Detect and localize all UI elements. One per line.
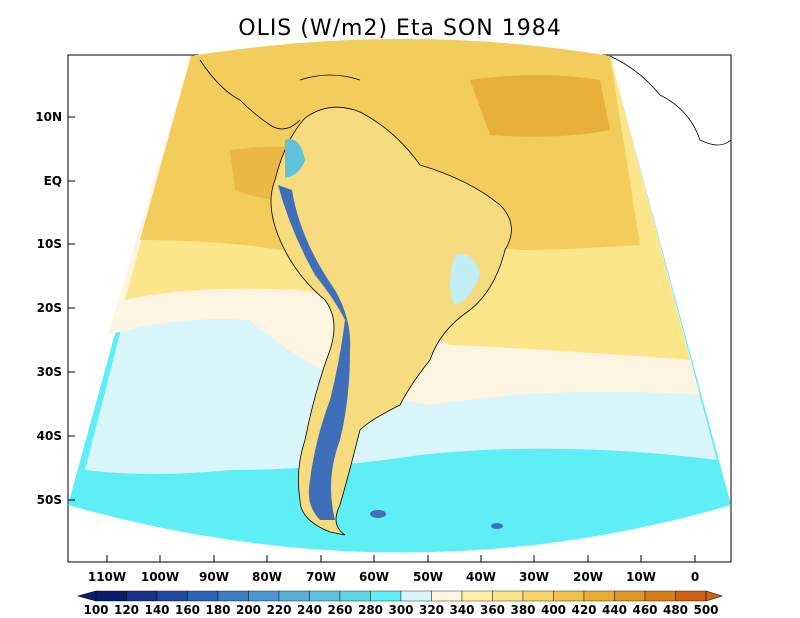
colorbar-label: 340: [449, 603, 474, 617]
lat-tick-label: 20S: [37, 301, 62, 315]
field-dark-orange-patch: [470, 75, 610, 137]
lon-tick-label: 110W: [88, 570, 126, 584]
andes-ridge: [278, 185, 351, 520]
lon-tick-label: 60W: [359, 570, 389, 584]
colorbar-swatch: [461, 590, 493, 602]
colorbar-label: 300: [388, 603, 413, 617]
colorbar-swatch: [431, 590, 463, 602]
lon-tick-label: 30W: [519, 570, 549, 584]
colorbar-swatch: [248, 590, 280, 602]
lon-tick-label: 50W: [413, 570, 443, 584]
longitude-axis: 110W 100W 90W 80W 70W 60W 50W 40W 30W 20W 10W 0: [88, 555, 699, 584]
africa-outline: [609, 55, 732, 146]
colorbar-label: 140: [144, 603, 169, 617]
outlines-other-land: [199, 55, 732, 146]
colorbar-swatch: [644, 590, 676, 602]
colorbar-label: 440: [602, 603, 627, 617]
map-title: OLIS (W/m2) Eta SON 1984: [238, 16, 562, 41]
caribbean-outline: [299, 74, 361, 81]
colorbar-left-arrow: [76, 590, 97, 602]
falkland-islands: [370, 510, 386, 518]
colorbar-swatch: [400, 590, 432, 602]
lat-tick-label: 10S: [37, 237, 62, 251]
colorbar-swatch: [553, 590, 585, 602]
colorbar-swatch: [126, 590, 158, 602]
lat-tick-label: 10N: [35, 110, 62, 124]
colorbar-swatch: [95, 590, 127, 602]
colorbar-swatch: [339, 590, 371, 602]
lon-tick-label: 100W: [141, 570, 179, 584]
lon-tick-label: 40W: [466, 570, 496, 584]
colorbar-label: 280: [358, 603, 383, 617]
andes-upper-ridge: [285, 139, 305, 178]
colorbar-label: 460: [632, 603, 657, 617]
colorbar-swatch: [492, 590, 524, 602]
lat-tick-label: 30S: [37, 365, 62, 379]
lon-tick-label: 80W: [252, 570, 282, 584]
lat-tick-label: EQ: [44, 174, 62, 188]
colorbar-label: 480: [663, 603, 688, 617]
central-america-outline: [199, 59, 301, 130]
continent-south-america: [270, 106, 512, 536]
colorbar-swatch: [583, 590, 615, 602]
colorbar-label: 160: [175, 603, 200, 617]
colorbar-swatch: [614, 590, 646, 602]
colorbar-label: 420: [571, 603, 596, 617]
colorbar-label: 220: [266, 603, 291, 617]
lon-tick-label: 10W: [626, 570, 656, 584]
brazil-highlands: [450, 254, 480, 305]
colorbar-label: 320: [419, 603, 444, 617]
colorbar-label: 260: [327, 603, 352, 617]
colorbar-right-arrow: [705, 590, 724, 602]
latitude-axis: 10N EQ 10S 20S 30S 40S 50S: [35, 110, 75, 507]
colorbar-label: 400: [541, 603, 566, 617]
colorbar-label: 200: [236, 603, 261, 617]
lon-tick-label: 0: [691, 570, 699, 584]
colorbar-swatch: [156, 590, 188, 602]
lat-tick-label: 40S: [37, 429, 62, 443]
colorbar-swatch: [370, 590, 402, 602]
colorbar-swatch: [675, 590, 707, 602]
lon-tick-label: 70W: [306, 570, 336, 584]
colorbar-label: 380: [510, 603, 535, 617]
colorbar-label: 120: [114, 603, 139, 617]
south-georgia: [491, 523, 503, 529]
colorbar-swatch: [309, 590, 341, 602]
lon-tick-label: 90W: [199, 570, 229, 584]
colorbar-label: 360: [480, 603, 505, 617]
colorbar: 100 120 140 160 180 200 220 240 260 280 300 320 340 3…: [76, 590, 724, 617]
lat-tick-label: 50S: [37, 493, 62, 507]
colorbar-label: 500: [693, 603, 718, 617]
colorbar-label: 180: [205, 603, 230, 617]
colorbar-swatch: [522, 590, 554, 602]
colorbar-swatch: [217, 590, 249, 602]
colorbar-swatch: [187, 590, 219, 602]
lon-tick-label: 20W: [573, 570, 603, 584]
colorbar-label: 240: [297, 603, 322, 617]
colorbar-swatch: [278, 590, 310, 602]
colorbar-label: 100: [83, 603, 108, 617]
